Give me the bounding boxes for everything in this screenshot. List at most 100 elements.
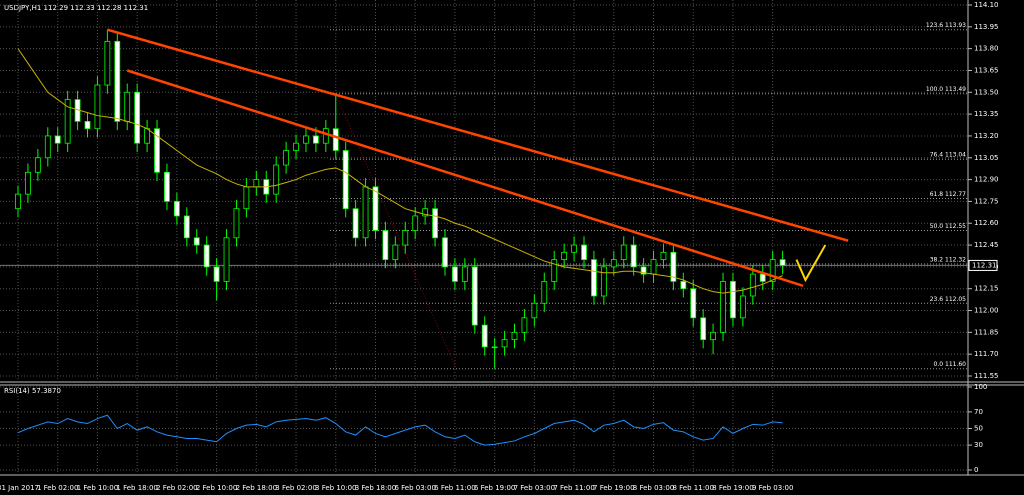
y-tick-label: 111.55 [974, 372, 999, 380]
y-tick-label: 113.35 [974, 110, 999, 118]
x-tick-label: 2 Feb 02:00 [156, 484, 197, 492]
candle-body [412, 215, 419, 231]
candle-body [203, 244, 210, 268]
fib-label: 50.0 112.55 [930, 223, 966, 230]
x-tick-label: 8 Feb 19:00 [712, 484, 753, 492]
candle-body [660, 251, 667, 261]
x-tick-label: 7 Feb 03:00 [514, 484, 555, 492]
candle-body [769, 259, 776, 282]
candle-body [720, 281, 726, 333]
y-tick-label: 111.70 [974, 350, 999, 358]
x-tick-label: 31 Jan 2017 [0, 484, 39, 492]
y-tick-label: 113.65 [974, 66, 999, 74]
trendline [107, 28, 849, 242]
candle-body [422, 208, 429, 217]
candle-body [114, 40, 121, 122]
candle-body [730, 281, 736, 319]
x-tick-label: 3 Feb 02:00 [275, 484, 316, 492]
candle-body [392, 244, 399, 261]
candle-body [332, 128, 339, 151]
candle-body [25, 171, 31, 195]
candle-body [739, 295, 746, 319]
fib-label: 0.0 111.60 [934, 361, 967, 368]
candle-body [144, 128, 150, 144]
candle-body [84, 120, 91, 130]
candle-body [551, 259, 558, 282]
x-tick-label: 6 Feb 19:00 [474, 484, 515, 492]
candle-body [223, 237, 230, 282]
candle-body [610, 259, 617, 268]
fib-label: 23.6 112.05 [930, 296, 966, 303]
x-tick-label: 1 Feb 10:00 [77, 484, 118, 492]
candle-body [561, 251, 568, 261]
candle-body [690, 288, 697, 319]
candle-body [541, 281, 548, 304]
candle-body [650, 259, 657, 275]
rsi-title: RSI(14) 57.3870 [4, 387, 61, 395]
candle-body [283, 150, 290, 166]
candle-body [273, 164, 280, 195]
candle-body [670, 251, 677, 282]
moving-average [17, 48, 783, 294]
y-tick-label: 112.15 [974, 285, 999, 293]
candle-body [432, 208, 438, 239]
y-tick-label: 112.75 [974, 197, 999, 205]
candle-body [600, 266, 607, 297]
candle-body [591, 259, 597, 297]
y-tick-label: 113.95 [974, 23, 999, 31]
y-tick-label: 111.85 [974, 328, 999, 336]
candle-body [44, 135, 51, 159]
candle-body [710, 331, 716, 341]
candle-body [183, 215, 190, 239]
y-tick-label: 113.50 [974, 88, 999, 96]
candle-body [372, 186, 379, 231]
y-tick-label: 114.10 [974, 1, 999, 9]
x-tick-label: 2 Feb 18:00 [236, 484, 277, 492]
candle-body [124, 91, 131, 122]
candle-body [442, 237, 448, 268]
candle-body [34, 157, 41, 173]
candle-body [352, 208, 359, 239]
y-tick-label: 30 [974, 441, 983, 449]
candle-body [481, 324, 488, 348]
x-tick-label: 7 Feb 19:00 [593, 484, 634, 492]
candle-body [581, 244, 587, 261]
x-tick-label: 2 Feb 10:00 [196, 484, 237, 492]
y-tick-label: 112.45 [974, 241, 999, 249]
candle-body [511, 331, 518, 341]
candle-body [213, 266, 220, 282]
candle-body [630, 244, 637, 268]
fib-label: 76.4 113.04 [930, 152, 966, 159]
x-tick-label: 6 Feb 11:00 [434, 484, 475, 492]
y-tick-label: 50 [974, 425, 983, 433]
y-tick-label: 100 [974, 383, 987, 391]
candle-body [293, 142, 299, 151]
fib-label: 38.2 112.32 [930, 256, 966, 263]
candle-body [233, 208, 240, 239]
rsi-line [17, 414, 783, 446]
x-tick-label: 9 Feb 03:00 [752, 484, 793, 492]
candle-body [461, 266, 468, 282]
y-tick-label: 112.00 [974, 307, 999, 315]
y-tick-label: 112.60 [974, 219, 999, 227]
last-price-label: 112.31 [972, 261, 997, 269]
fib-label: 100.0 113.49 [926, 86, 966, 93]
candle-body [322, 128, 329, 144]
candle-body [303, 135, 309, 144]
candle-body [382, 230, 389, 261]
x-tick-label: 1 Feb 02:00 [37, 484, 78, 492]
y-tick-label: 0 [974, 466, 978, 474]
y-tick-label: 113.05 [974, 154, 999, 162]
candle-body [94, 84, 101, 130]
x-tick-label: 6 Feb 03:00 [394, 484, 435, 492]
candle-body [491, 346, 498, 349]
candle-body [471, 266, 478, 326]
candle-body [104, 40, 111, 86]
candle-body [402, 230, 409, 246]
candle-body [134, 91, 141, 144]
x-tick-label: 8 Feb 03:00 [633, 484, 674, 492]
candle-body [531, 302, 538, 319]
x-tick-label: 3 Feb 10:00 [315, 484, 356, 492]
